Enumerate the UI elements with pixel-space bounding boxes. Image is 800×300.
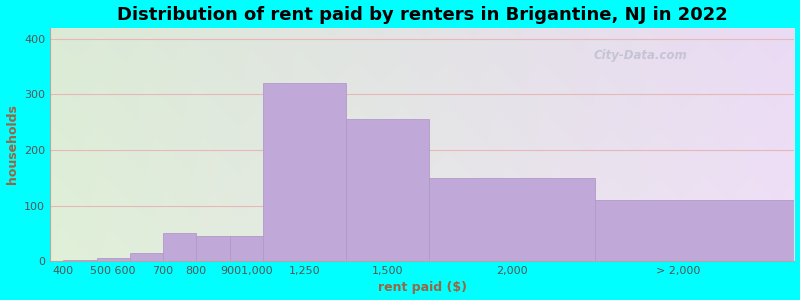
Bar [63, 260, 97, 261]
X-axis label: rent paid ($): rent paid ($) [378, 281, 466, 294]
Y-axis label: households: households [6, 104, 18, 184]
Bar [97, 258, 130, 261]
Title: Distribution of rent paid by renters in Brigantine, NJ in 2022: Distribution of rent paid by renters in … [117, 6, 728, 24]
Bar [595, 200, 794, 261]
Bar [262, 83, 346, 261]
Bar [230, 236, 262, 261]
Bar [196, 236, 230, 261]
Bar [163, 233, 196, 261]
Text: City-Data.com: City-Data.com [594, 50, 687, 62]
Bar [130, 253, 163, 261]
Bar [429, 178, 595, 261]
Bar [346, 119, 429, 261]
